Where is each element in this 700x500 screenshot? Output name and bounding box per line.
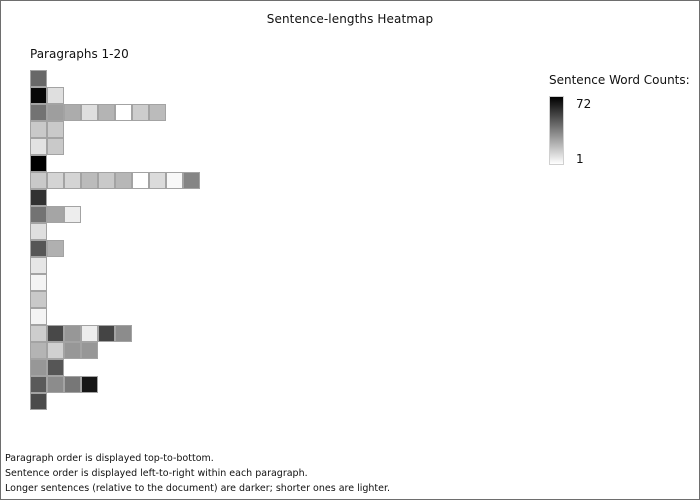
- notes-panel: Paragraph order is displayed top-to-bott…: [5, 451, 390, 496]
- sentence-cell: [81, 325, 98, 342]
- note-sentence-order: Sentence order is displayed left-to-righ…: [5, 468, 308, 479]
- sentence-cell: [30, 121, 47, 138]
- sentence-cell: [47, 325, 64, 342]
- paragraph-row: [30, 138, 200, 155]
- paragraph-row: [30, 342, 200, 359]
- paragraph-row: [30, 325, 200, 342]
- sentence-cell: [81, 342, 98, 359]
- paragraph-row: [30, 155, 200, 172]
- sentence-cell: [30, 257, 47, 274]
- sentence-cell: [98, 104, 115, 121]
- sentence-cell: [30, 274, 47, 291]
- legend-title: Sentence Word Counts:: [549, 73, 690, 87]
- sentence-cell: [47, 206, 64, 223]
- window-title: Sentence-lengths Heatmap: [266, 12, 434, 26]
- sentence-cell: [81, 376, 98, 393]
- paragraph-row: [30, 393, 200, 410]
- sentence-cell: [115, 325, 132, 342]
- sentence-heatmap-grid: [30, 70, 200, 410]
- sentence-cell: [64, 376, 81, 393]
- paragraph-row: [30, 189, 200, 206]
- paragraph-row: [30, 172, 200, 189]
- sentence-cell: [30, 189, 47, 206]
- sentence-cell: [81, 104, 98, 121]
- sentence-cell: [30, 308, 47, 325]
- paragraph-row: [30, 291, 200, 308]
- sentence-cell: [30, 376, 47, 393]
- sentence-cell: [47, 172, 64, 189]
- legend-min-label: 1: [576, 152, 584, 166]
- paragraph-row: [30, 274, 200, 291]
- sentence-cell: [30, 155, 47, 172]
- sentence-cell: [115, 172, 132, 189]
- sentence-cell: [47, 359, 64, 376]
- paragraph-row: [30, 206, 200, 223]
- paragraph-row: [30, 104, 200, 121]
- sentence-cell: [183, 172, 200, 189]
- sentence-cell: [98, 172, 115, 189]
- sentence-cell: [30, 240, 47, 257]
- sentence-cell: [47, 138, 64, 155]
- sentence-cell: [30, 138, 47, 155]
- paragraph-row: [30, 359, 200, 376]
- heatmap-subtitle: Paragraphs 1-20: [30, 47, 129, 61]
- legend-max-label: 72: [576, 97, 592, 111]
- paragraph-row: [30, 70, 200, 87]
- sentence-cell: [149, 104, 166, 121]
- legend-color-scale: [549, 96, 564, 165]
- sentence-cell: [132, 172, 149, 189]
- sentence-cell: [64, 342, 81, 359]
- sentence-cell: [30, 393, 47, 410]
- sentence-cell: [64, 325, 81, 342]
- paragraph-row: [30, 376, 200, 393]
- sentence-cell: [30, 359, 47, 376]
- sentence-cell: [30, 291, 47, 308]
- paragraph-row: [30, 223, 200, 240]
- sentence-cell: [30, 87, 47, 104]
- sentence-cell: [30, 70, 47, 87]
- sentence-cell: [30, 342, 47, 359]
- sentence-cell: [47, 87, 64, 104]
- sentence-cell: [47, 342, 64, 359]
- sentence-cell: [47, 376, 64, 393]
- sentence-cell: [149, 172, 166, 189]
- sentence-cell: [64, 104, 81, 121]
- sentence-cell: [30, 206, 47, 223]
- paragraph-row: [30, 87, 200, 104]
- sentence-cell: [64, 206, 81, 223]
- sentence-cell: [30, 104, 47, 121]
- sentence-cell: [47, 240, 64, 257]
- sentence-cell: [30, 172, 47, 189]
- sentence-cell: [98, 325, 115, 342]
- sentence-cell: [132, 104, 149, 121]
- sentence-cell: [64, 172, 81, 189]
- note-paragraph-order: Paragraph order is displayed top-to-bott…: [5, 453, 214, 464]
- paragraph-row: [30, 257, 200, 274]
- sentence-cell: [30, 223, 47, 240]
- paragraph-row: [30, 121, 200, 138]
- sentence-cell: [166, 172, 183, 189]
- sentence-cell: [81, 172, 98, 189]
- sentence-cell: [30, 325, 47, 342]
- paragraph-row: [30, 308, 200, 325]
- sentence-cell: [115, 104, 132, 121]
- sentence-cell: [47, 104, 64, 121]
- sentence-cell: [47, 121, 64, 138]
- note-shading-meaning: Longer sentences (relative to the docume…: [5, 483, 391, 494]
- paragraph-row: [30, 240, 200, 257]
